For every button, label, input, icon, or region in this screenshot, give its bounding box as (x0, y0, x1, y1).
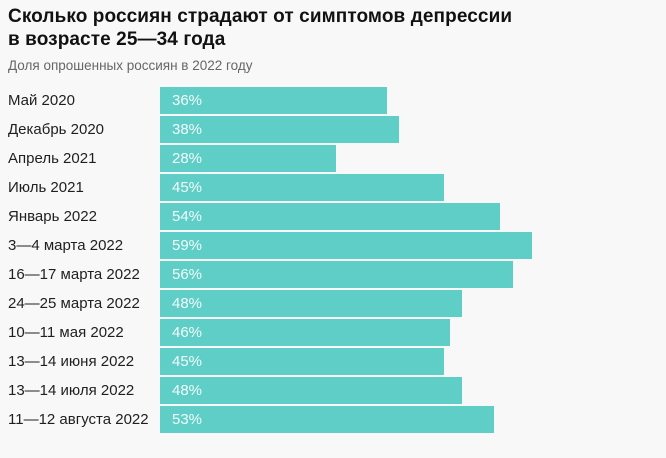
value-label: 45% (172, 179, 203, 196)
value-label: 38% (172, 121, 203, 138)
chart-row: 13—14 июня 2022 45% (0, 348, 666, 375)
chart-row: 13—14 июля 2022 48% (0, 377, 666, 404)
bar: 48% (160, 377, 463, 404)
chart-row: Июль 2021 45% (0, 174, 666, 201)
chart-subtitle: Доля опрошенных россиян в 2022 году (8, 58, 253, 73)
chart-row: 16—17 марта 2022 56% (0, 261, 666, 288)
category-label: Январь 2022 (8, 208, 97, 225)
value-label: 45% (172, 353, 203, 370)
value-label: 56% (172, 266, 203, 283)
bar-track: 56% (160, 261, 666, 288)
category-label: Декабрь 2020 (8, 121, 105, 138)
bar-chart: Май 2020 36% Декабрь 2020 38% Апрель 2021 28%… (0, 87, 666, 433)
bar-track: 48% (160, 377, 666, 404)
bar: 28% (160, 145, 337, 172)
bar-track: 38% (160, 116, 666, 143)
chart-row: 11—12 августа 2022 53% (0, 406, 666, 433)
bar: 56% (160, 261, 513, 288)
value-label: 28% (172, 150, 203, 167)
category-label: Апрель 2021 (8, 150, 97, 167)
chart-row: Апрель 2021 28% (0, 145, 666, 172)
category-label: 10—11 мая 2022 (8, 324, 124, 341)
value-label: 46% (172, 324, 203, 341)
bar: 36% (160, 87, 387, 114)
bar: 54% (160, 203, 501, 230)
chart-row: Декабрь 2020 38% (0, 116, 666, 143)
category-label: 13—14 июля 2022 (8, 382, 135, 399)
bar: 59% (160, 232, 532, 259)
bar: 48% (160, 290, 463, 317)
chart-row: Январь 2022 54% (0, 203, 666, 230)
bar-track: 45% (160, 348, 666, 375)
bar: 46% (160, 319, 450, 346)
bar-track: 53% (160, 406, 666, 433)
chart-row: 3—4 марта 2022 59% (0, 232, 666, 259)
bar: 53% (160, 406, 494, 433)
category-label: Май 2020 (8, 92, 75, 109)
bar: 38% (160, 116, 400, 143)
chart-title: Сколько россиян страдают от симптомов де… (0, 5, 666, 51)
chart-title-line2: в возрасте 25—34 года (8, 29, 226, 50)
chart-row: Май 2020 36% (0, 87, 666, 114)
value-label: 48% (172, 382, 203, 399)
bar-track: 28% (160, 145, 666, 172)
category-label: 24—25 марта 2022 (8, 295, 140, 312)
value-label: 48% (172, 295, 203, 312)
value-label: 36% (172, 92, 203, 109)
category-label: 16—17 марта 2022 (8, 266, 140, 283)
bar-track: 46% (160, 319, 666, 346)
bar-track: 59% (160, 232, 666, 259)
value-label: 59% (172, 237, 203, 254)
category-label: 11—12 августа 2022 (8, 411, 149, 428)
bar: 45% (160, 174, 444, 201)
chart-row: 24—25 марта 2022 48% (0, 290, 666, 317)
bar: 45% (160, 348, 444, 375)
category-label: 13—14 июня 2022 (8, 353, 135, 370)
value-label: 53% (172, 411, 203, 428)
chart-title-line1: Сколько россиян страдают от симптомов де… (8, 6, 513, 27)
chart-row: 10—11 мая 2022 46% (0, 319, 666, 346)
bar-track: 54% (160, 203, 666, 230)
bar-track: 36% (160, 87, 666, 114)
category-label: 3—4 марта 2022 (8, 237, 124, 254)
category-label: Июль 2021 (8, 179, 84, 196)
bar-track: 45% (160, 174, 666, 201)
value-label: 54% (172, 208, 203, 225)
bar-track: 48% (160, 290, 666, 317)
